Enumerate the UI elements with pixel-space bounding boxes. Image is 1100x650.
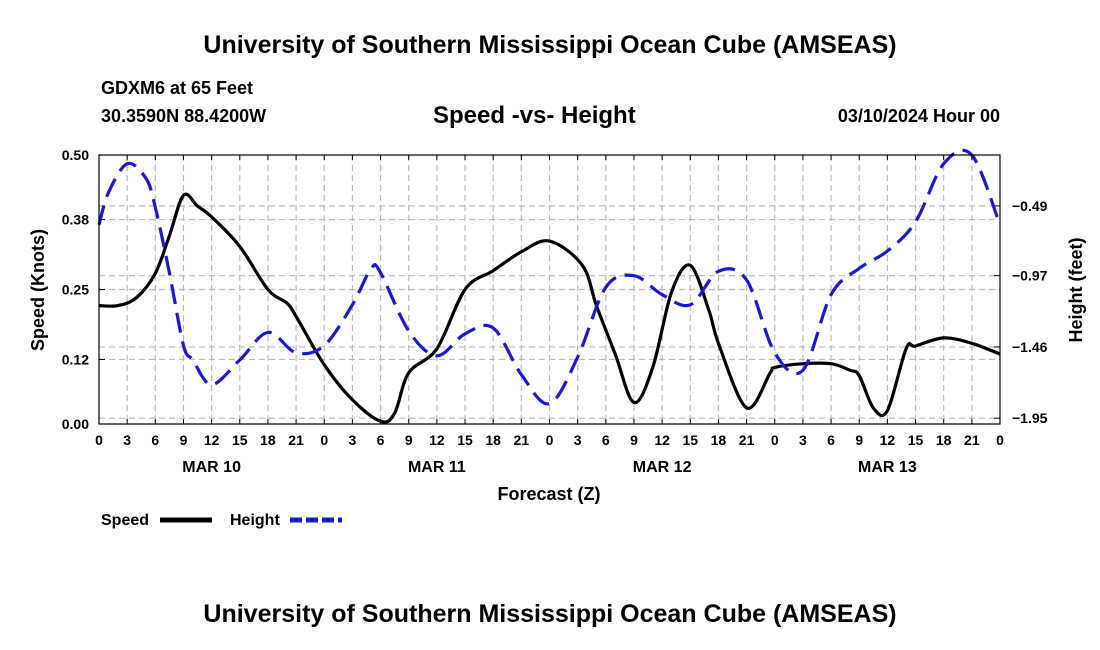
y-tick-label: 0.38 — [62, 212, 89, 228]
x-tick-label: 9 — [180, 432, 188, 448]
legend-height-label: Height — [230, 512, 280, 529]
x-day-label: MAR 12 — [633, 459, 692, 476]
coordinates-label: 30.3590N 88.4200W — [101, 106, 267, 126]
y-right-tick-label: −0.97 — [1012, 268, 1048, 284]
axes — [98, 154, 1001, 425]
x-tick-label: 0 — [771, 432, 779, 448]
y-tick-label: 0.25 — [62, 282, 89, 298]
x-tick-label: 15 — [682, 432, 698, 448]
x-tick-label: 15 — [457, 432, 473, 448]
series-line-height — [97, 148, 1002, 406]
x-tick-label: 18 — [936, 432, 952, 448]
x-tick-label: 0 — [996, 432, 1004, 448]
y-tick-label: 0.50 — [62, 147, 89, 163]
x-tick-label: 12 — [654, 432, 670, 448]
x-tick-label: 6 — [602, 432, 610, 448]
x-day-label: MAR 13 — [858, 459, 917, 476]
y-right-axis-title: Height (feet) — [1066, 238, 1086, 343]
axis-labels: 0 3 6 9 12 15 18 21 0 3 6 9 12 15 18 21 0 3 6 9 12 15 18 21 0 3 6 9… — [62, 147, 1048, 476]
y-tick-label: 0.12 — [62, 351, 89, 367]
x-tick-label: 21 — [514, 432, 530, 448]
station-label: GDXM6 at 65 Feet — [101, 78, 254, 98]
series-line-speed — [98, 192, 1001, 424]
x-tick-label: 18 — [485, 432, 501, 448]
x-tick-label: 0 — [320, 432, 328, 448]
x-day-label: MAR 10 — [182, 459, 241, 476]
y-right-tick-label: −1.46 — [1012, 339, 1048, 355]
date-label: 03/10/2024 Hour 00 — [837, 106, 1000, 126]
x-tick-label: 15 — [908, 432, 924, 448]
x-tick-label: 3 — [799, 432, 807, 448]
x-tick-label: 6 — [151, 432, 159, 448]
x-tick-label: 0 — [546, 432, 554, 448]
x-tick-label: 21 — [288, 432, 304, 448]
y-axis-title: Speed (Knots) — [28, 229, 48, 351]
y-tick-label: 0.00 — [62, 416, 89, 432]
x-tick-label: 0 — [95, 432, 103, 448]
x-tick-label: 12 — [204, 432, 220, 448]
x-tick-label: 12 — [429, 432, 445, 448]
x-tick-label: 6 — [827, 432, 835, 448]
y-right-tick-label: −0.49 — [1012, 198, 1048, 214]
series-layer — [97, 148, 1002, 424]
x-tick-label: 9 — [405, 432, 413, 448]
x-tick-label: 15 — [232, 432, 248, 448]
x-tick-label: 21 — [739, 432, 755, 448]
footer-title: University of Southern Mississippi Ocean… — [203, 600, 897, 628]
legend-speed-label: Speed — [101, 512, 149, 529]
x-tick-label: 18 — [711, 432, 727, 448]
y-right-tick-label: −1.95 — [1012, 410, 1048, 426]
legend: Speed Height — [101, 512, 342, 529]
x-tick-label: 6 — [377, 432, 385, 448]
x-tick-label: 3 — [123, 432, 131, 448]
x-tick-label: 9 — [855, 432, 863, 448]
x-axis-title: Forecast (Z) — [497, 484, 600, 504]
page-title: University of Southern Mississippi Ocean… — [203, 31, 897, 59]
plot-frame — [98, 154, 1001, 425]
x-tick-label: 21 — [964, 432, 980, 448]
grid — [99, 155, 1000, 424]
x-tick-label: 9 — [630, 432, 638, 448]
x-tick-label: 3 — [349, 432, 357, 448]
x-tick-label: 3 — [574, 432, 582, 448]
x-tick-label: 18 — [260, 432, 276, 448]
x-day-label: MAR 11 — [408, 459, 466, 476]
chart-title: Speed -vs- Height — [433, 102, 636, 129]
x-tick-label: 12 — [880, 432, 896, 448]
